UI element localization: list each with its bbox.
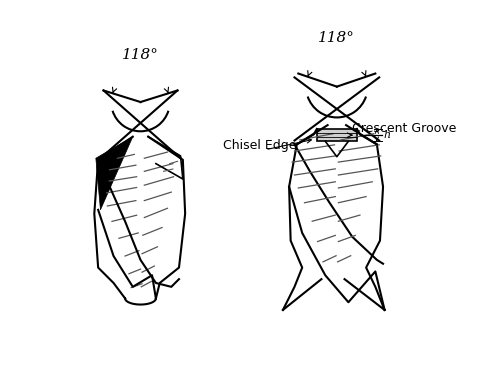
Text: Chisel Edge: Chisel Edge [223,139,296,152]
Text: 118°: 118° [122,48,159,62]
Text: Crescent Groove: Crescent Groove [352,123,457,135]
Bar [317,129,357,141]
Polygon shape [96,137,133,210]
Text: h: h [383,130,390,140]
Text: 118°: 118° [318,31,355,45]
